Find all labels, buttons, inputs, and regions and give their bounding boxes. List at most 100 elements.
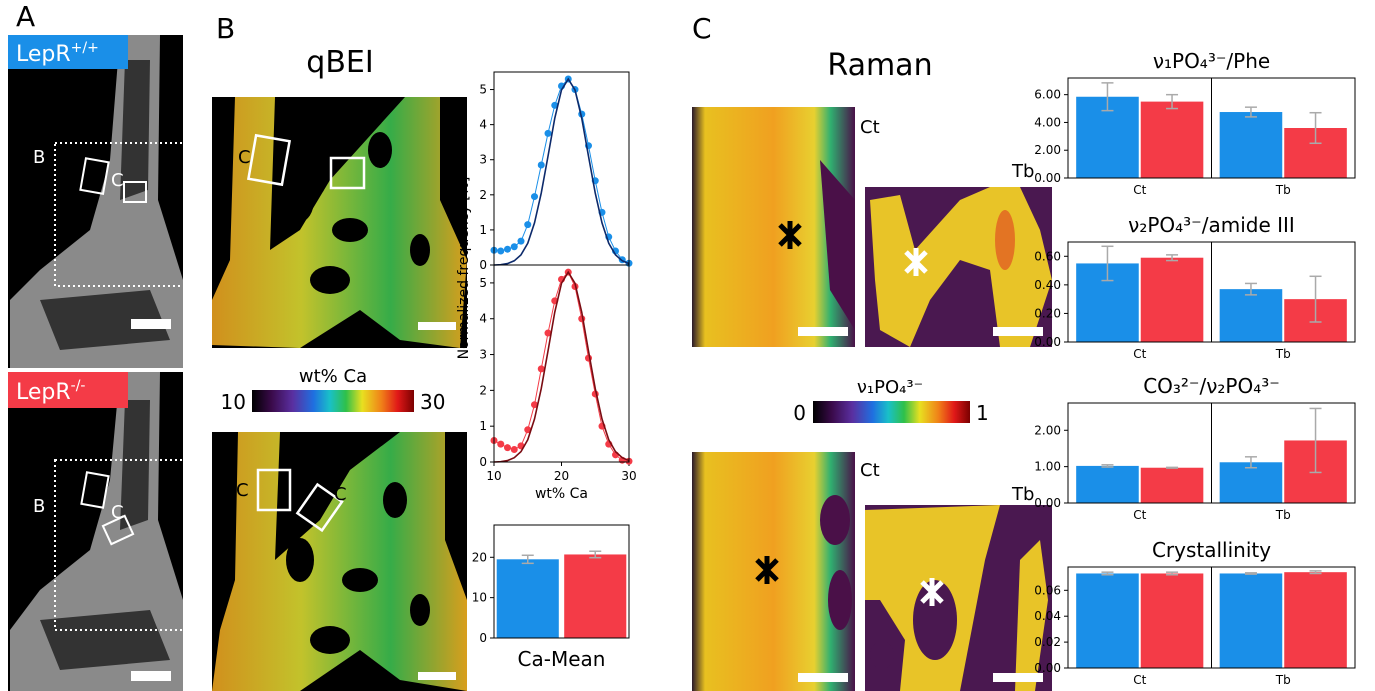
y-tick-label: 0	[479, 631, 487, 645]
chart-title: Crystallinity	[1152, 538, 1271, 562]
roi-label: C	[238, 147, 251, 168]
bar	[1219, 573, 1283, 668]
y-tick-label: 4	[479, 312, 487, 326]
bar	[1284, 572, 1347, 668]
raman-image-ct-bottom	[692, 452, 855, 691]
y-tick-label: 5	[479, 83, 487, 97]
data-point	[510, 243, 518, 251]
x-tick-label: Ct	[1133, 347, 1146, 361]
region-label: B	[33, 496, 45, 517]
roi-label: C	[236, 480, 249, 501]
plot-frame	[1067, 77, 1356, 179]
data-point	[531, 401, 538, 409]
y-tick-label: 2	[479, 188, 487, 202]
bar	[1076, 573, 1139, 668]
plot-frame	[1067, 402, 1356, 504]
raman-image-tb-top	[865, 187, 1052, 347]
y-axis-label: Normalized frequency [%]	[456, 177, 472, 360]
data-point	[537, 365, 545, 373]
bar	[1140, 467, 1204, 503]
colorbar	[252, 390, 414, 412]
data-point	[524, 426, 532, 434]
x-tick-label: Ct	[1133, 673, 1146, 687]
bar	[496, 559, 559, 638]
y-tick-label: 3	[479, 153, 487, 167]
y-tick-label: 2.00	[1034, 143, 1061, 157]
region-label: Tb	[1011, 484, 1034, 505]
chart-title: CO₃²⁻/ν₂PO₄³⁻	[1143, 374, 1280, 398]
genotype-label: LepR+/+	[16, 40, 99, 67]
data-point	[544, 129, 552, 137]
chart-title: ν₁PO₄³⁻/Phe	[1153, 49, 1270, 73]
method-title: Raman	[827, 48, 932, 83]
x-tick-label: 10	[486, 469, 501, 483]
y-tick-label: 2.00	[1034, 423, 1061, 437]
panel-label: C	[692, 12, 712, 45]
y-tick-label: 0.04	[1034, 609, 1061, 623]
x-tick-label: Tb	[1275, 183, 1291, 197]
genotype-name: LepR	[16, 42, 71, 67]
colorbar-label: wt% Ca	[299, 366, 367, 387]
region-label: B	[33, 147, 45, 168]
raman-image-tb-bottom	[865, 505, 1052, 691]
x-axis-label: Ca-Mean	[518, 647, 606, 671]
qbei-image-top	[212, 97, 467, 348]
y-tick-label: 20	[472, 550, 487, 564]
plot-frame	[1067, 566, 1356, 669]
colorbar-min: 10	[221, 390, 246, 414]
y-tick-label: 0.06	[1034, 583, 1061, 597]
y-tick-label: 10	[472, 591, 487, 605]
raman-image-ct-top	[692, 107, 855, 347]
y-tick-label: 4	[479, 118, 487, 132]
series-line	[493, 270, 630, 463]
y-tick-label: 0.00	[1034, 496, 1061, 510]
x-axis-label: wt% Ca	[535, 486, 588, 502]
data-point	[531, 193, 538, 201]
bar	[1076, 465, 1139, 503]
y-tick-label: 0	[479, 258, 487, 272]
roi-label: C	[312, 176, 325, 197]
plot-frame	[1067, 241, 1356, 343]
colorbar-label: ν₁PO₄³⁻	[857, 377, 923, 398]
bar	[564, 554, 627, 638]
x-tick-label: Tb	[1275, 347, 1291, 361]
y-tick-label: 0.20	[1034, 306, 1061, 320]
x-tick-label: 30	[621, 469, 636, 483]
chart-title: ν₂PO₄³⁻/amide III	[1128, 213, 1295, 237]
x-tick-label: Ct	[1133, 508, 1146, 522]
region-label: Ct	[860, 117, 880, 138]
data-point	[510, 445, 518, 453]
roi-label: C	[334, 484, 347, 505]
plot-frame	[493, 264, 630, 463]
data-point	[504, 245, 511, 253]
genotype-sup: -/-	[71, 378, 86, 394]
y-tick-label: 0.00	[1034, 335, 1061, 349]
genotype-sup: +/+	[71, 40, 99, 56]
y-tick-label: 1.00	[1034, 460, 1061, 474]
plot-frame	[493, 524, 630, 639]
y-tick-label: 0.40	[1034, 278, 1061, 292]
data-point	[517, 237, 525, 245]
panel-label: B	[216, 12, 235, 45]
y-tick-label: 0.00	[1034, 171, 1061, 185]
y-tick-label: 1	[479, 419, 487, 433]
x-tick-label: Ct	[1133, 183, 1146, 197]
data-point	[524, 221, 532, 229]
data-point	[551, 101, 559, 109]
qbei-image-bottom	[212, 432, 467, 691]
data-point	[497, 247, 505, 255]
method-title: qBEI	[306, 45, 373, 80]
data-point	[537, 161, 545, 169]
y-tick-label: 0.02	[1034, 635, 1061, 649]
genotype-label: LepR-/-	[16, 378, 85, 405]
y-tick-label: 0	[479, 455, 487, 469]
roi-label: C	[111, 502, 124, 523]
colorbar	[813, 401, 970, 423]
x-tick-label: 20	[554, 469, 569, 483]
y-tick-label: 5	[479, 276, 487, 290]
y-tick-label: 2	[479, 383, 487, 397]
y-tick-label: 0.00	[1034, 661, 1061, 675]
x-tick-label: Tb	[1275, 673, 1291, 687]
bar	[1140, 257, 1204, 342]
